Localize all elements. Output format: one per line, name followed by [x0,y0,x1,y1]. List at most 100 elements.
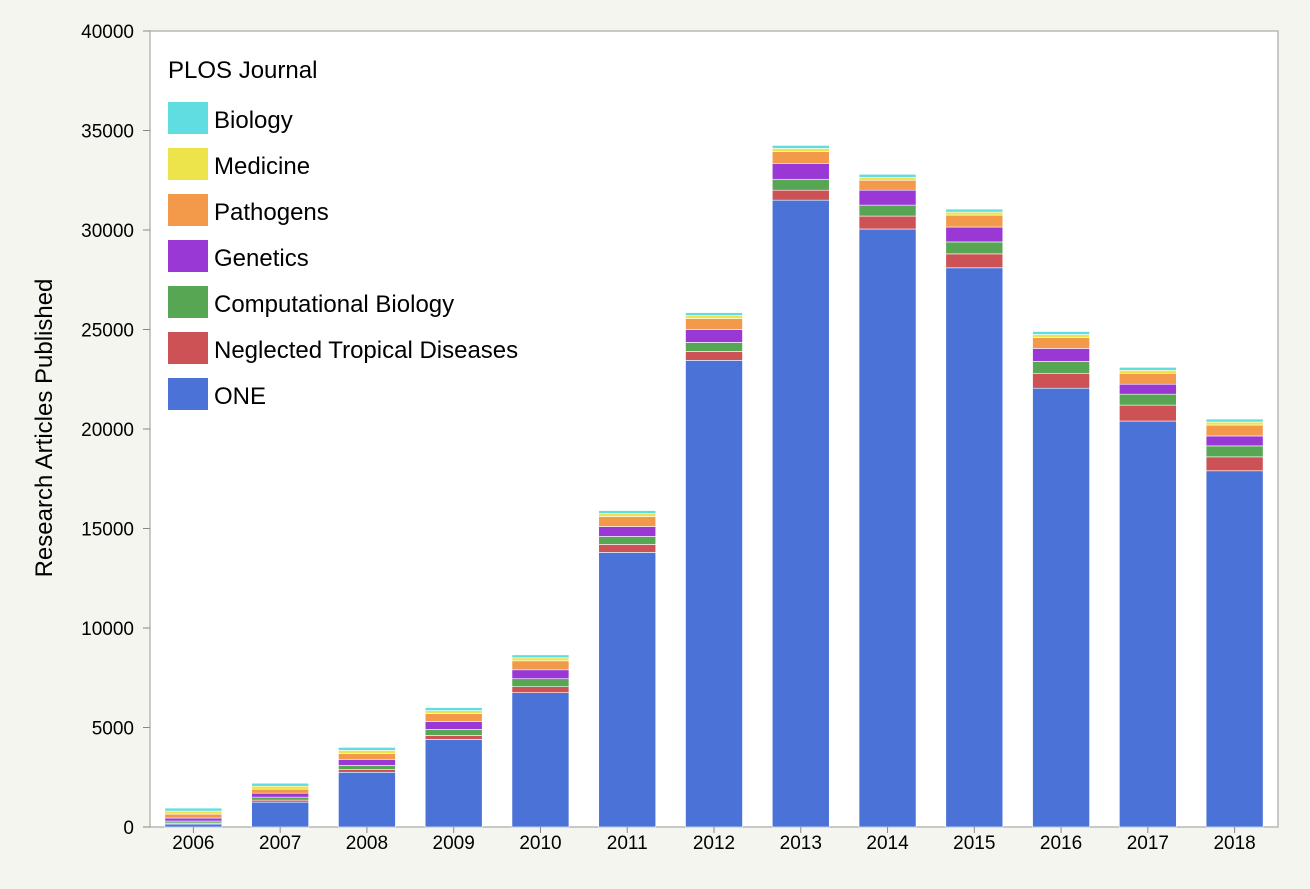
legend-title: PLOS Journal [168,57,317,84]
bar-segment-one-2011 [598,552,657,828]
bar-segment-computational-biology-2011 [598,536,657,545]
legend-swatch-biology [168,102,208,134]
bar-segment-pathogens-2006 [164,813,223,819]
bar-segment-neglected-tropical-diseases-2010 [511,686,570,693]
legend-label: Pathogens [214,199,329,226]
bar-segment-genetics-2008 [338,759,396,766]
bar-segment-medicine-2018 [1205,421,1264,426]
bar-segment-computational-biology-2010 [511,678,570,688]
bar-segment-genetics-2010 [511,669,570,680]
bar-segment-biology-2008 [338,747,396,751]
bar-segment-computational-biology-2017 [1119,393,1177,406]
bar-segment-one-2008 [338,771,396,828]
bar-segment-pathogens-2011 [598,516,657,527]
bar-segment-biology-2015 [945,208,1004,213]
y-tick-label: 0 [123,818,134,839]
bar-segment-pathogens-2013 [771,151,830,164]
bar-segment-one-2016 [1032,387,1090,828]
bar-segment-one-2007 [251,801,309,828]
y-tick-label: 15000 [81,520,134,541]
bar-segment-one-2017 [1119,420,1177,828]
bar-segment-one-2006 [164,823,223,828]
bar-segment-genetics-2012 [685,329,743,343]
bar-segment-biology-2009 [424,707,483,711]
legend-label: ONE [214,383,266,410]
bar-segment-one-2014 [858,228,917,828]
bar-segment-genetics-2006 [164,817,223,822]
bar-segment-biology-2007 [251,782,309,787]
y-tick-label: 35000 [81,122,134,143]
bar-segment-biology-2006 [164,807,223,812]
bar-segment-genetics-2007 [251,792,309,798]
bar-segment-genetics-2018 [1205,435,1264,447]
y-tick-label: 5000 [92,719,134,740]
bar-segment-pathogens-2014 [858,179,917,191]
x-tick-label: 2013 [780,833,822,854]
bar-segment-genetics-2014 [858,189,917,206]
bar-segment-medicine-2016 [1032,334,1090,338]
x-tick-label: 2008 [346,833,388,854]
bar-segment-medicine-2006 [164,810,223,815]
x-tick-label: 2015 [953,833,995,854]
bar-segment-medicine-2017 [1119,369,1177,374]
bar-segment-computational-biology-2012 [685,342,743,352]
bar-segment-biology-2018 [1205,418,1264,423]
x-tick-label: 2016 [1040,833,1082,854]
legend-label: Genetics [214,245,309,272]
bar-segment-medicine-2014 [858,176,917,181]
y-tick-label: 40000 [81,22,134,43]
legend-swatch-neglected-tropical-diseases [168,332,208,364]
bar-segment-pathogens-2015 [945,214,1004,228]
y-tick-label: 20000 [81,420,134,441]
y-tick-label: 25000 [81,321,134,342]
bar-segment-neglected-tropical-diseases-2008 [338,768,396,773]
bar-segment-neglected-tropical-diseases-2014 [858,215,917,230]
y-axis: 0 5000 10000 15000 20000 25000 30000 35000 40000 [81,22,150,839]
bar-segment-neglected-tropical-diseases-2011 [598,544,657,553]
bar-segment-medicine-2009 [424,710,483,714]
x-axis: 2006 2007 2008 2009 2010 2011 2012 2013 2014 2015… [172,827,1256,854]
bar-segment-one-2015 [945,267,1004,828]
bar-segment-genetics-2009 [424,721,483,730]
bar-segment-one-2010 [511,692,570,828]
bar-segment-biology-2014 [858,173,917,178]
bar-segment-medicine-2012 [685,315,743,319]
x-tick-label: 2006 [172,833,214,854]
bar-segment-one-2013 [771,199,830,828]
bar-segment-biology-2011 [598,510,657,514]
bar-segment-computational-biology-2014 [858,204,917,217]
bar-segment-one-2018 [1205,470,1264,828]
bar-segment-neglected-tropical-diseases-2009 [424,735,483,740]
bar-segment-one-2009 [424,739,483,828]
bar-segment-medicine-2010 [511,657,570,662]
legend-swatch-genetics [168,240,208,272]
bar-segment-genetics-2016 [1032,348,1090,362]
bar-segment-neglected-tropical-diseases-2017 [1119,404,1177,422]
bar-segment-one-2012 [685,360,743,828]
bar-segment-genetics-2011 [598,526,657,537]
bar-segment-pathogens-2010 [511,660,570,671]
bar-segment-pathogens-2017 [1119,372,1177,385]
bar-segment-biology-2013 [771,145,830,149]
bar-segment-pathogens-2012 [685,318,743,330]
bar-segment-neglected-tropical-diseases-2013 [771,189,830,201]
x-tick-label: 2012 [693,833,735,854]
x-tick-label: 2018 [1213,833,1255,854]
bar-segment-computational-biology-2015 [945,241,1004,255]
y-tick-label: 30000 [81,221,134,242]
bar-segment-biology-2017 [1119,367,1177,371]
legend-swatch-computational-biology [168,286,208,318]
bar-segment-biology-2012 [685,312,743,316]
bar-segment-computational-biology-2013 [771,178,830,191]
bar-segment-pathogens-2007 [251,788,309,794]
bar-segment-medicine-2007 [251,785,309,790]
bar-segment-neglected-tropical-diseases-2012 [685,351,743,361]
x-tick-label: 2007 [259,833,301,854]
x-tick-label: 2009 [433,833,475,854]
y-axis-label: Research Articles Published [31,279,58,578]
bar-segment-pathogens-2016 [1032,337,1090,349]
legend-label: Medicine [214,153,310,180]
bar-segment-biology-2016 [1032,331,1090,335]
